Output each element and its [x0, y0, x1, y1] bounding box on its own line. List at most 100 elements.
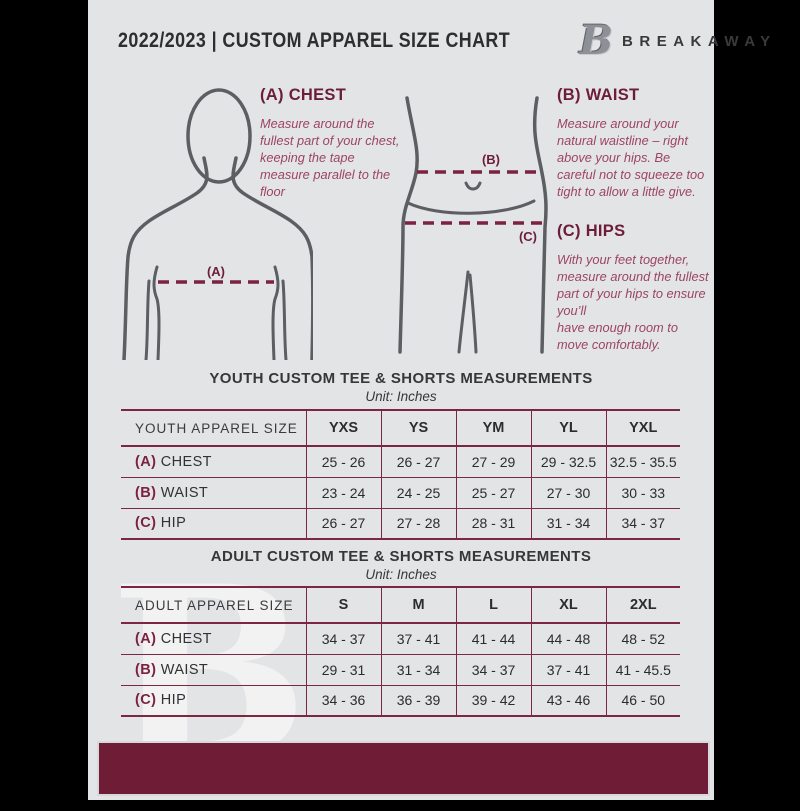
hips-heading: (C) HIPS [557, 222, 626, 240]
breakaway-logo-icon: B [579, 17, 614, 64]
table-cell: 30 - 33 [605, 476, 680, 508]
torso-diagram: (A) [122, 88, 313, 360]
row-prefix: (B) [135, 661, 157, 678]
table-row-hip: (C) HIP 34 - 36 36 - 39 39 - 42 43 - 46 … [121, 684, 680, 716]
size-header: 2XL [605, 587, 680, 624]
table-cell: 46 - 50 [605, 684, 680, 716]
size-header: YXL [605, 410, 680, 447]
row-prefix: (A) [135, 453, 157, 470]
head-outline [186, 88, 252, 184]
right-shoulder-arm [231, 156, 313, 360]
size-header: S [305, 587, 381, 624]
table-cell: 34 - 37 [455, 653, 531, 685]
table-cell: 44 - 48 [530, 623, 606, 654]
size-column-header: YOUTH APPAREL SIZE [121, 410, 306, 447]
row-name: CHEST [160, 453, 212, 470]
navel-line [464, 181, 482, 191]
chest-heading: (A) CHEST [260, 86, 347, 104]
table-cell: 39 - 42 [455, 684, 531, 716]
letterbox-right [714, 0, 800, 800]
size-header: YM [455, 410, 531, 447]
adult-table-title: ADULT CUSTOM TEE & SHORTS MEASUREMENTS [210, 548, 592, 565]
chest-instructions: (A) CHEST Measure around the fullest par… [260, 86, 402, 200]
size-header: YS [380, 410, 456, 447]
right-body-outline [532, 96, 548, 354]
adult-size-table: ADULT APPAREL SIZE S M L XL 2XL (A) CHES… [121, 586, 680, 717]
adult-table-unit: Unit: Inches [365, 567, 437, 582]
size-header: XL [530, 587, 606, 624]
waist-body: Measure around your natural waistline – … [557, 116, 705, 200]
table-cell: 41 - 44 [455, 623, 531, 654]
row-label: (A) CHEST [121, 623, 306, 654]
left-shoulder-arm [122, 156, 209, 360]
table-cell: 34 - 37 [305, 623, 381, 654]
table-cell: 32.5 - 35.5 [605, 446, 680, 477]
page-title: 2022/2023 | CUSTOM APPAREL SIZE CHART [118, 29, 511, 52]
table-cell: 29 - 31 [305, 653, 381, 685]
brand-name: BREAKAWAY [622, 32, 777, 50]
letterbox-left [0, 0, 88, 800]
table-cell: 48 - 52 [605, 623, 680, 654]
table-header-row: YOUTH APPAREL SIZE YXS YS YM YL YXL [121, 410, 680, 447]
table-cell: 37 - 41 [530, 653, 606, 685]
table-cell: 26 - 27 [305, 507, 381, 539]
left-side-line [152, 265, 161, 360]
table-cell: 34 - 37 [605, 507, 680, 539]
row-label: (C) HIP [121, 684, 306, 716]
table-cell: 23 - 24 [305, 476, 381, 508]
size-column-header: ADULT APPAREL SIZE [121, 587, 306, 624]
youth-table-title: YOUTH CUSTOM TEE & SHORTS MEASUREMENTS [209, 370, 593, 387]
table-cell: 29 - 32.5 [530, 446, 606, 477]
chest-measure-label: (A) [207, 264, 225, 279]
size-header: M [380, 587, 456, 624]
left-inner-leg [457, 270, 470, 354]
table-cell: 37 - 41 [380, 623, 456, 654]
row-label: (B) WAIST [121, 653, 306, 685]
header: 2022/2023 | CUSTOM APPAREL SIZE CHART B … [118, 17, 770, 64]
table-cell: 31 - 34 [380, 653, 456, 685]
table-cell: 25 - 26 [305, 446, 381, 477]
row-prefix: (A) [135, 630, 157, 647]
left-body-outline [398, 96, 419, 354]
table-cell: 36 - 39 [380, 684, 456, 716]
table-cell: 26 - 27 [380, 446, 456, 477]
table-cell: 41 - 45.5 [605, 653, 680, 685]
size-header: YL [530, 410, 606, 447]
hips-body: With your feet together, measure around … [557, 252, 709, 353]
size-chart-page: 2022/2023 | CUSTOM APPAREL SIZE CHART B … [88, 0, 770, 800]
hips-instructions: (C) HIPS With your feet together, measur… [557, 222, 709, 353]
table-cell: 25 - 27 [455, 476, 531, 508]
table-cell: 34 - 36 [305, 684, 381, 716]
row-name: WAIST [160, 661, 209, 678]
right-inner-leg [468, 273, 478, 354]
row-name: HIP [160, 692, 187, 709]
table-row-waist: (B) WAIST 23 - 24 24 - 25 25 - 27 27 - 3… [121, 476, 680, 508]
size-header: L [455, 587, 531, 624]
youth-table-unit: Unit: Inches [365, 389, 437, 404]
waist-heading: (B) WAIST [557, 86, 640, 104]
footer-bar [97, 741, 710, 796]
waist-instructions: (B) WAIST Measure around your natural wa… [557, 86, 707, 200]
youth-size-table: YOUTH APPAREL SIZE YXS YS YM YL YXL (A) … [121, 409, 680, 540]
waist-hips-diagram: (B) (C) [398, 96, 548, 354]
row-name: WAIST [160, 484, 209, 501]
table-row-waist: (B) WAIST 29 - 31 31 - 34 34 - 37 37 - 4… [121, 653, 680, 685]
row-prefix: (B) [135, 484, 157, 501]
row-label: (C) HIP [121, 507, 306, 539]
left-inner-arm [144, 279, 151, 360]
table-header-row: ADULT APPAREL SIZE S M L XL 2XL [121, 587, 680, 624]
table-cell: 28 - 31 [455, 507, 531, 539]
table-row-hip: (C) HIP 26 - 27 27 - 28 28 - 31 31 - 34 … [121, 507, 680, 539]
waist-measure-label: (B) [482, 152, 500, 167]
table-cell: 27 - 30 [530, 476, 606, 508]
table-cell: 31 - 34 [530, 507, 606, 539]
row-prefix: (C) [135, 515, 157, 532]
table-cell: 27 - 28 [380, 507, 456, 539]
right-side-line [271, 265, 280, 360]
table-row-chest: (A) CHEST 34 - 37 37 - 41 41 - 44 44 - 4… [121, 623, 680, 654]
row-prefix: (C) [135, 692, 157, 709]
table-cell: 27 - 29 [455, 446, 531, 477]
table-cell: 43 - 46 [530, 684, 606, 716]
row-name: HIP [160, 515, 187, 532]
row-name: CHEST [160, 630, 212, 647]
